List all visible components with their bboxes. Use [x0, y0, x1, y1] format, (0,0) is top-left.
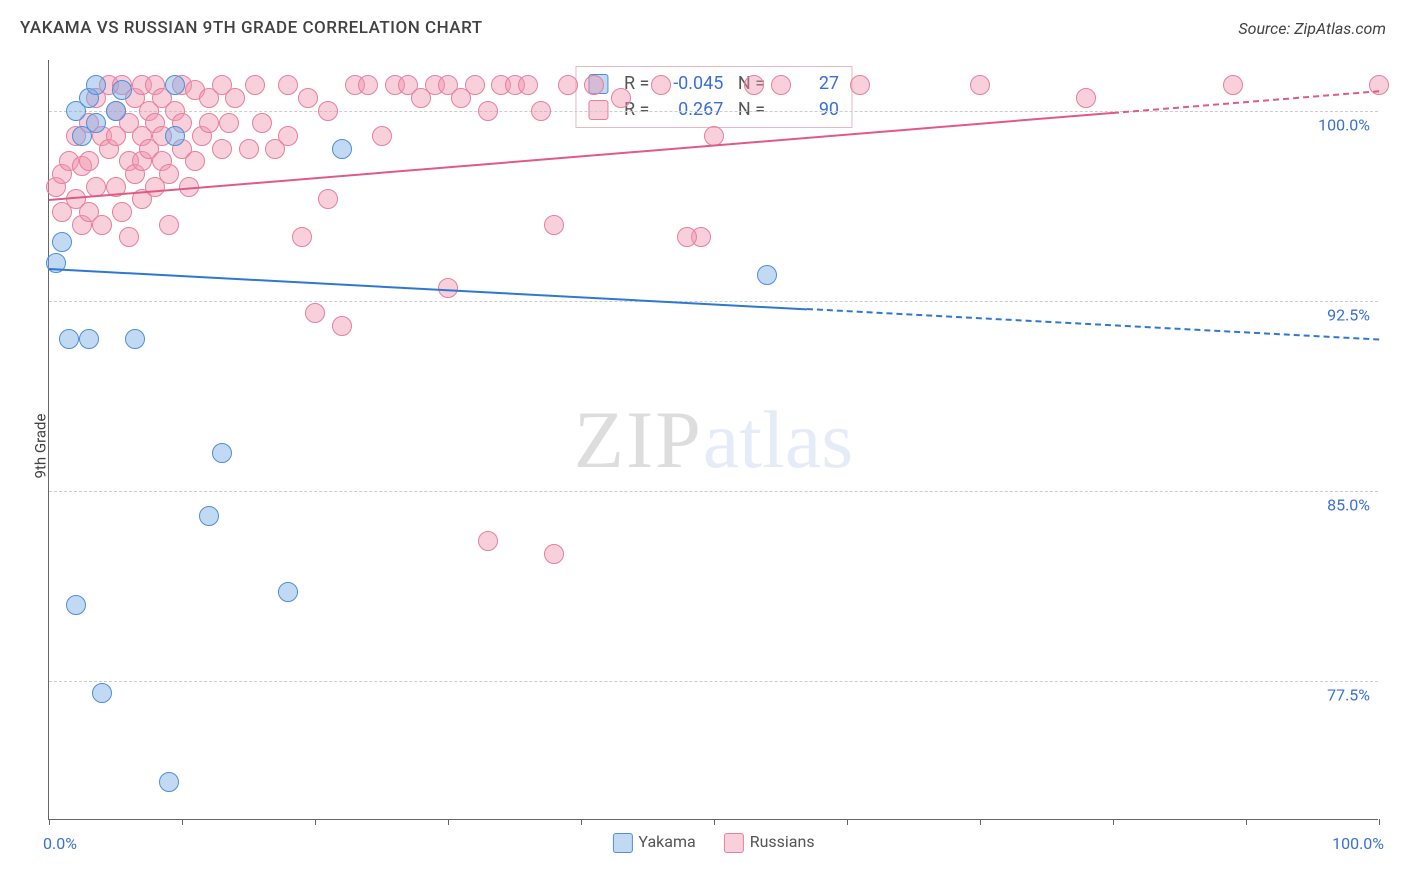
x-tick	[1246, 819, 1247, 825]
x-tick	[1113, 819, 1114, 825]
russians-point	[558, 75, 578, 95]
yakama-point	[165, 126, 185, 146]
gridline-h	[49, 111, 1378, 112]
russians-point	[318, 189, 338, 209]
russians-point	[239, 139, 259, 159]
yakama-trendline-dashed	[807, 308, 1379, 340]
russians-point	[651, 75, 671, 95]
yakama-point	[278, 582, 298, 602]
x-tick	[49, 819, 50, 825]
y-tick-label: 100.0%	[1318, 115, 1370, 134]
yakama-point	[66, 595, 86, 615]
yakama-trendline	[49, 268, 807, 310]
russians-point	[478, 531, 498, 551]
swatch-yakama-icon	[612, 833, 632, 853]
russians-point	[465, 75, 485, 95]
x-tick	[1379, 819, 1380, 825]
yakama-point	[165, 75, 185, 95]
russians-point	[292, 227, 312, 247]
russians-point	[1223, 75, 1243, 95]
russians-point	[79, 151, 99, 171]
swatch-russians-icon	[724, 833, 744, 853]
scatter-plot-area: ZIPatlas R = -0.045 N = 27 R = 0.267 N =…	[48, 60, 1378, 820]
russians-point	[358, 75, 378, 95]
yakama-point	[332, 139, 352, 159]
y-tick-label: 77.5%	[1327, 685, 1370, 704]
source-attribution: Source: ZipAtlas.com	[1238, 19, 1386, 38]
legend-item-russians: Russians	[724, 832, 815, 853]
x-tick	[581, 819, 582, 825]
russians-point	[1076, 88, 1096, 108]
russians-point	[219, 113, 239, 133]
russians-point	[611, 88, 631, 108]
russians-point	[298, 88, 318, 108]
legend-item-yakama: Yakama	[612, 832, 695, 853]
yakama-point	[59, 329, 79, 349]
yakama-point	[125, 329, 145, 349]
gridline-h	[49, 301, 1378, 302]
gridline-h	[49, 681, 1378, 682]
watermark-part1: ZIP	[574, 394, 703, 485]
yakama-point	[212, 443, 232, 463]
legend-label-yakama: Yakama	[638, 832, 695, 851]
yakama-point	[106, 101, 126, 121]
russians-point	[531, 101, 551, 121]
yakama-point	[112, 80, 132, 100]
russians-point	[159, 164, 179, 184]
russians-point	[518, 75, 538, 95]
x-tick	[847, 819, 848, 825]
x-axis-max-label: 100.0%	[1332, 834, 1384, 853]
russians-point	[212, 139, 232, 159]
russians-point	[92, 215, 112, 235]
yakama-point	[199, 506, 219, 526]
yakama-point	[159, 772, 179, 792]
x-tick	[315, 819, 316, 825]
russians-point	[744, 75, 764, 95]
russians-point	[225, 88, 245, 108]
russians-point	[584, 75, 604, 95]
yakama-point	[757, 265, 777, 285]
watermark: ZIPatlas	[574, 393, 853, 487]
russians-point	[112, 202, 132, 222]
yakama-point	[79, 329, 99, 349]
russians-point	[332, 316, 352, 336]
gridline-h	[49, 491, 1378, 492]
y-tick-label: 92.5%	[1327, 305, 1370, 324]
yakama-point	[86, 75, 106, 95]
russians-point	[305, 303, 325, 323]
x-tick	[448, 819, 449, 825]
russians-point	[850, 75, 870, 95]
russians-point	[245, 75, 265, 95]
russians-point	[970, 75, 990, 95]
russians-point	[119, 227, 139, 247]
watermark-part2: atlas	[703, 394, 853, 485]
russians-point	[771, 75, 791, 95]
y-axis-label: 9th Grade	[31, 414, 49, 479]
series-legend: Yakama Russians	[612, 832, 814, 853]
x-tick	[980, 819, 981, 825]
yakama-point	[92, 683, 112, 703]
russians-point	[677, 227, 697, 247]
russians-point	[185, 151, 205, 171]
x-tick	[714, 819, 715, 825]
russians-point	[544, 544, 564, 564]
russians-point	[478, 101, 498, 121]
y-tick-label: 85.0%	[1327, 495, 1370, 514]
russians-point	[544, 215, 564, 235]
x-tick	[182, 819, 183, 825]
yakama-point	[86, 113, 106, 133]
russians-point	[278, 75, 298, 95]
chart-title: YAKAMA VS RUSSIAN 9TH GRADE CORRELATION …	[20, 18, 483, 38]
russians-point	[159, 215, 179, 235]
russians-point	[372, 126, 392, 146]
russians-point	[252, 113, 272, 133]
legend-label-russians: Russians	[750, 832, 815, 851]
russians-point	[278, 126, 298, 146]
russians-point	[199, 113, 219, 133]
yakama-point	[52, 232, 72, 252]
russians-point	[318, 101, 338, 121]
x-axis-min-label: 0.0%	[43, 834, 77, 853]
